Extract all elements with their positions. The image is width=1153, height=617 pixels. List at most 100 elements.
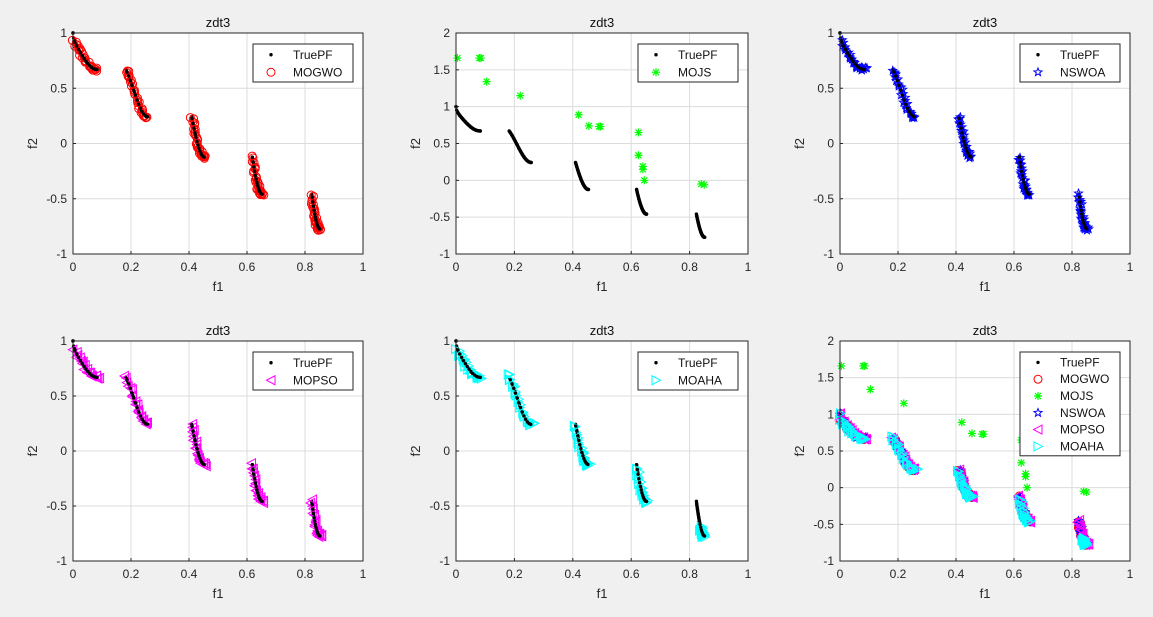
data-point-TruePF xyxy=(586,462,590,467)
y-tick-label: -1 xyxy=(823,554,834,568)
data-point-TruePF xyxy=(82,56,86,61)
y-tick-label: 1 xyxy=(443,100,450,114)
data-point-MOPSO xyxy=(200,460,211,472)
data-point-TruePF xyxy=(251,467,255,472)
x-tick-label: 0.8 xyxy=(681,260,698,274)
legend-label: TruePF xyxy=(293,356,333,370)
data-point-TruePF xyxy=(579,447,583,451)
x-tick-label: 0.6 xyxy=(1006,260,1023,274)
legend-label: MOPSO xyxy=(1060,423,1105,437)
x-tick-label: 0.2 xyxy=(506,567,523,581)
data-point-MOAHA xyxy=(1082,539,1093,551)
axes-box xyxy=(72,340,364,562)
data-point-TruePF xyxy=(82,364,86,369)
data-point-TruePF xyxy=(517,401,521,405)
data-point-TruePF xyxy=(260,192,264,196)
data-point-TruePF xyxy=(252,472,256,476)
y-axis-label: f2 xyxy=(408,138,423,149)
data-point-TruePF xyxy=(311,204,316,208)
y-tick-label: 1 xyxy=(60,334,67,348)
y-tick-label: 1.5 xyxy=(433,63,450,77)
data-point-MOPSO xyxy=(307,508,318,519)
data-point-TruePF xyxy=(695,214,699,218)
x-tick-label: 0 xyxy=(70,260,77,274)
data-point-TruePF xyxy=(575,165,579,169)
data-point-TruePF xyxy=(133,401,138,405)
legend: TruePF MOPSO xyxy=(252,351,354,391)
data-point-TruePF xyxy=(574,161,578,166)
y-tick-label: 0.5 xyxy=(817,81,834,95)
data-point-TruePF xyxy=(128,386,133,391)
data-point-TruePF xyxy=(902,98,906,102)
subplot-6: 0 0.2 0.4 0.6 0.8 1 -1 -0.5 0 0.5 1 1.5 2 zdt3 f1 f2 Tru… xyxy=(792,323,1134,601)
data-point-TruePF xyxy=(897,83,901,88)
y-tick-label: -1 xyxy=(56,554,67,568)
data-point-TruePF xyxy=(697,515,701,520)
data-point-TruePF xyxy=(310,195,314,200)
data-point-TruePF xyxy=(318,227,322,231)
data-point-TruePF xyxy=(251,160,255,164)
data-point-TruePF xyxy=(635,191,640,195)
legend-marker-NSWOA xyxy=(1032,66,1044,77)
data-point-TruePF xyxy=(912,114,916,119)
series-MOJS xyxy=(453,54,709,189)
y-tick-label: 2 xyxy=(443,26,450,40)
data-point-TruePF xyxy=(510,382,514,386)
data-point-TruePF xyxy=(195,447,199,451)
data-point-NSWOA xyxy=(907,111,919,122)
data-point-TruePF xyxy=(576,434,580,438)
data-point-TruePF xyxy=(135,405,139,410)
data-point-TruePF xyxy=(311,507,315,511)
data-point-MOJS xyxy=(1023,483,1032,492)
data-point-MOJS xyxy=(1082,488,1091,497)
legend: TruePF MOAHA xyxy=(637,351,739,391)
data-point-MOJS xyxy=(1017,458,1026,467)
data-point-TruePF xyxy=(905,106,910,110)
data-point-TruePF xyxy=(253,173,258,178)
data-point-TruePF xyxy=(636,194,640,198)
data-point-TruePF xyxy=(1080,215,1085,219)
data-point-TruePF xyxy=(899,88,903,92)
data-point-TruePF xyxy=(510,133,514,138)
data-point-MOJS xyxy=(638,165,647,174)
data-point-MOGWO xyxy=(199,152,209,162)
series-TruePF-overlay xyxy=(838,31,1089,231)
x-tick-label: 0.6 xyxy=(623,567,640,581)
data-point-TruePF xyxy=(252,165,256,169)
y-tick-label: 0.5 xyxy=(50,81,67,95)
data-point-MOAHA xyxy=(887,431,898,442)
x-tick-label: 0.2 xyxy=(890,567,907,581)
data-point-TruePF xyxy=(312,515,316,520)
series-TruePF-overlay xyxy=(71,339,322,538)
data-point-MOJS xyxy=(574,110,583,119)
data-point-TruePF xyxy=(1027,192,1031,196)
chart-title: zdt3 xyxy=(973,323,998,338)
data-point-TruePF xyxy=(581,454,585,458)
data-point-TruePF xyxy=(1022,183,1027,188)
data-point-TruePF xyxy=(191,121,195,126)
data-point-MOAHA xyxy=(1026,515,1037,527)
x-tick-label: 0.4 xyxy=(948,260,965,274)
data-point-TruePF xyxy=(197,454,201,458)
chart-title: zdt3 xyxy=(206,15,231,30)
data-point-MOJS xyxy=(866,385,875,394)
data-point-TruePF xyxy=(862,67,866,72)
data-point-TruePF xyxy=(130,391,134,395)
x-tick-label: 0.8 xyxy=(1064,567,1081,581)
data-point-TruePF xyxy=(698,522,702,527)
data-point-MOGWO xyxy=(91,64,101,74)
legend-box xyxy=(637,43,739,83)
data-point-NSWOA xyxy=(1075,204,1087,216)
data-point-TruePF xyxy=(138,414,143,418)
data-point-TruePF xyxy=(137,102,141,107)
y-tick-label: 1.5 xyxy=(817,371,834,385)
data-point-MOAHA xyxy=(960,480,971,492)
data-point-TruePF xyxy=(638,484,643,489)
x-axis-label: f1 xyxy=(980,279,991,294)
data-point-TruePF xyxy=(458,352,462,356)
data-point-TruePF xyxy=(959,126,963,130)
data-point-TruePF xyxy=(253,481,258,485)
legend-box xyxy=(1019,351,1121,457)
data-point-MOAHA xyxy=(848,425,859,437)
x-tick-label: 0.6 xyxy=(1006,567,1023,581)
